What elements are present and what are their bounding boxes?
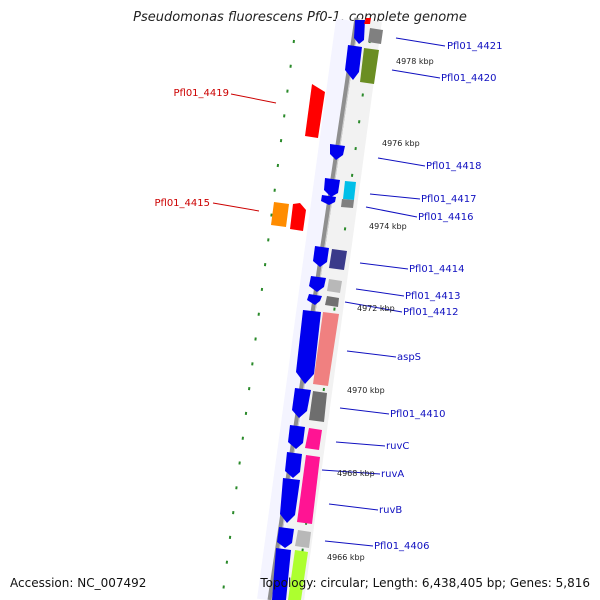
gene-label[interactable]: ruvA [381, 469, 404, 480]
gene-label[interactable]: ruvC [386, 441, 409, 452]
gene-4419-forward[interactable] [305, 84, 325, 138]
gene-4406-reverse[interactable] [277, 527, 294, 548]
left-gene-labels: Pfl01_4419 Pfl01_4415 [154, 88, 229, 209]
gene-4416-reverse[interactable] [321, 195, 336, 205]
gene-label[interactable]: Pfl01_4413 [405, 291, 461, 302]
gene-4420-reverse[interactable] [345, 45, 362, 80]
gene-label[interactable]: Pfl01_4412 [403, 307, 459, 318]
gene-label[interactable]: Pfl01_4410 [390, 409, 446, 420]
cog-4410[interactable] [309, 391, 327, 422]
cog-4416[interactable] [341, 199, 354, 208]
gene-label[interactable]: aspS [397, 352, 421, 363]
gene-ruvc-reverse[interactable] [288, 425, 305, 449]
right-leaders [321, 37, 446, 547]
cog-4406[interactable] [295, 530, 311, 548]
gene-label[interactable]: Pfl01_4420 [441, 73, 497, 84]
cog-4413[interactable] [327, 279, 342, 293]
gene-label[interactable]: Pfl01_4415 [154, 198, 210, 209]
cog-4417[interactable] [343, 181, 356, 200]
gene-4421-reverse[interactable] [354, 20, 365, 44]
cog-4414[interactable] [329, 249, 347, 270]
tick-label: 4976 kbp [382, 139, 420, 148]
gene-label[interactable]: Pfl01_4418 [426, 161, 482, 172]
reverse-genes [272, 20, 365, 600]
gene-label[interactable]: Pfl01_4406 [374, 541, 430, 552]
tick-labels: 4978 kbp 4976 kbp 4974 kbp 4972 kbp 4970… [327, 57, 434, 562]
gene-ruva-reverse[interactable] [285, 452, 302, 478]
gene-label[interactable]: Pfl01_4419 [173, 88, 229, 99]
tick-label: 4974 kbp [369, 222, 407, 231]
gene-4414-reverse[interactable] [313, 246, 329, 267]
gene-4418-reverse[interactable] [330, 144, 345, 160]
cog-4420[interactable] [360, 48, 379, 84]
cog-4421[interactable] [368, 28, 383, 44]
forward-genes [271, 18, 371, 231]
cog-asps[interactable] [313, 312, 339, 386]
cog-next[interactable] [288, 550, 308, 600]
tick-label: 4968 kbp [337, 469, 375, 478]
left-leaders [212, 93, 277, 212]
cog-4412[interactable] [325, 296, 339, 307]
gene-4415-forward[interactable] [290, 203, 306, 231]
gene-ruvb-reverse[interactable] [280, 478, 300, 523]
gene-4412-reverse[interactable] [307, 294, 322, 305]
gene-label[interactable]: Pfl01_4417 [421, 194, 477, 205]
tick-label: 4972 kbp [357, 304, 395, 313]
gene-next-reverse[interactable] [272, 548, 291, 600]
gene-4413-reverse[interactable] [309, 276, 326, 292]
gene-label[interactable]: Pfl01_4414 [409, 264, 465, 275]
tick-label: 4970 kbp [347, 386, 385, 395]
cds-track-band [257, 18, 356, 600]
cog-ruvc[interactable] [305, 428, 322, 450]
tick-label: 4978 kbp [396, 57, 434, 66]
right-gene-labels: Pfl01_4421 Pfl01_4420 Pfl01_4418 Pfl01_4… [374, 41, 503, 552]
cog-blocks [288, 28, 383, 600]
gene-4421-forward[interactable] [364, 18, 371, 24]
gene-label[interactable]: Pfl01_4416 [418, 212, 474, 223]
gene-label[interactable]: ruvB [379, 505, 402, 516]
tick-label: 4966 kbp [327, 553, 365, 562]
map-title: Pseudomonas fluorescens Pf0-1, complete … [133, 10, 467, 25]
gene-4415-orange[interactable] [271, 202, 289, 227]
cog-ruvb[interactable] [297, 455, 320, 524]
gene-4417-reverse[interactable] [324, 178, 340, 197]
accession-text: Accession: NC_007492 [10, 576, 147, 590]
gene-4410-reverse[interactable] [292, 388, 311, 418]
topology-text: Topology: circular; Length: 6,438,405 bp… [260, 576, 590, 590]
gene-label[interactable]: Pfl01_4421 [447, 41, 503, 52]
gene-asps-reverse[interactable] [296, 310, 321, 384]
